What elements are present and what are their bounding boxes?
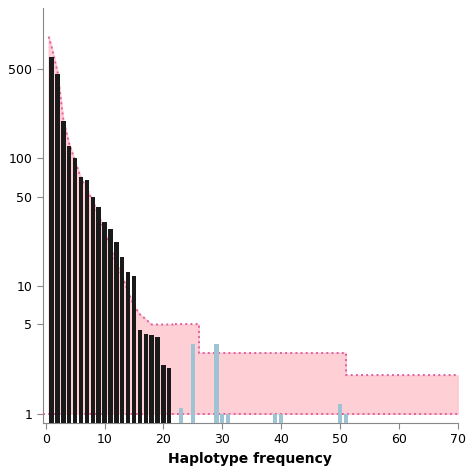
Bar: [114, 242, 118, 474]
Bar: [279, 414, 283, 474]
Bar: [226, 414, 230, 474]
Bar: [220, 414, 225, 474]
X-axis label: Haplotype frequency: Haplotype frequency: [168, 452, 332, 465]
Bar: [67, 146, 72, 474]
Bar: [73, 158, 77, 474]
Bar: [144, 334, 148, 474]
Bar: [273, 414, 277, 474]
Bar: [85, 180, 89, 474]
Bar: [214, 344, 219, 474]
Bar: [344, 414, 348, 474]
Bar: [149, 336, 154, 474]
Bar: [179, 409, 183, 474]
Bar: [155, 337, 160, 474]
Bar: [191, 344, 195, 474]
Bar: [96, 207, 101, 474]
Bar: [338, 403, 342, 474]
Bar: [61, 121, 65, 474]
Bar: [55, 74, 60, 474]
Bar: [91, 197, 95, 474]
Bar: [108, 229, 113, 474]
Bar: [137, 330, 142, 474]
Bar: [167, 367, 172, 474]
Bar: [79, 177, 83, 474]
Bar: [132, 276, 136, 474]
Bar: [49, 57, 54, 474]
Bar: [161, 365, 165, 474]
Bar: [120, 256, 124, 474]
Bar: [126, 272, 130, 474]
Bar: [102, 221, 107, 474]
